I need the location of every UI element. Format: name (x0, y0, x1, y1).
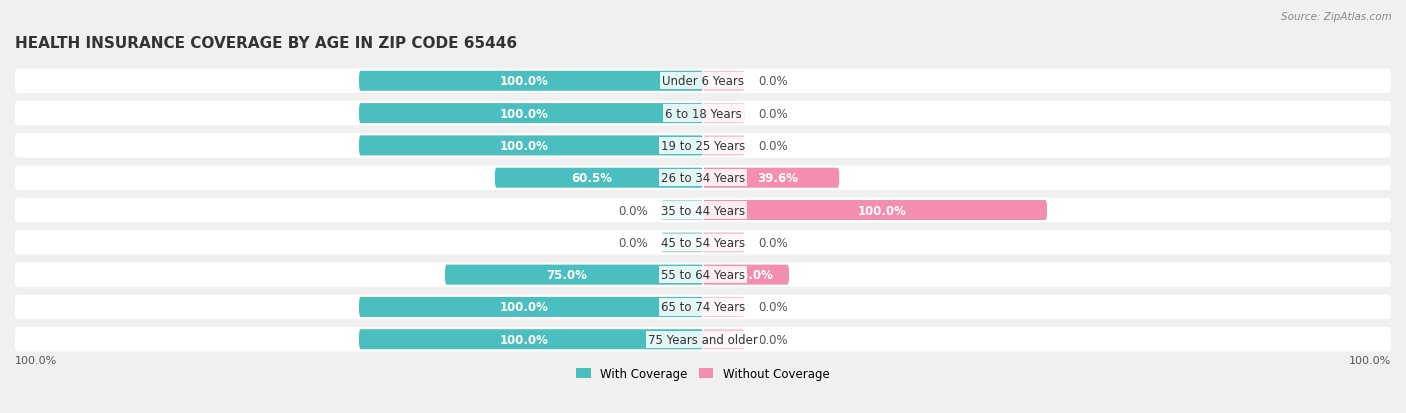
FancyBboxPatch shape (15, 102, 1391, 126)
FancyBboxPatch shape (703, 104, 744, 124)
Text: 0.0%: 0.0% (758, 75, 787, 88)
Text: 100.0%: 100.0% (499, 107, 548, 120)
Text: 45 to 54 Years: 45 to 54 Years (661, 236, 745, 249)
Text: 100.0%: 100.0% (499, 140, 548, 152)
FancyBboxPatch shape (495, 168, 703, 188)
Text: 100.0%: 100.0% (15, 355, 58, 366)
FancyBboxPatch shape (359, 330, 703, 349)
Text: 100.0%: 100.0% (499, 75, 548, 88)
FancyBboxPatch shape (359, 297, 703, 317)
Text: 75.0%: 75.0% (547, 268, 588, 281)
Text: 0.0%: 0.0% (758, 301, 787, 313)
Text: 0.0%: 0.0% (758, 333, 787, 346)
FancyBboxPatch shape (662, 200, 703, 221)
Text: 100.0%: 100.0% (858, 204, 907, 217)
FancyBboxPatch shape (15, 295, 1391, 319)
FancyBboxPatch shape (703, 297, 744, 317)
Text: 75 Years and older: 75 Years and older (648, 333, 758, 346)
FancyBboxPatch shape (703, 71, 744, 92)
FancyBboxPatch shape (703, 136, 744, 156)
Text: HEALTH INSURANCE COVERAGE BY AGE IN ZIP CODE 65446: HEALTH INSURANCE COVERAGE BY AGE IN ZIP … (15, 36, 517, 51)
Text: 26 to 34 Years: 26 to 34 Years (661, 172, 745, 185)
FancyBboxPatch shape (15, 327, 1391, 351)
Text: 0.0%: 0.0% (758, 107, 787, 120)
FancyBboxPatch shape (15, 69, 1391, 94)
FancyBboxPatch shape (359, 104, 703, 124)
Text: 100.0%: 100.0% (1348, 355, 1391, 366)
Legend: With Coverage, Without Coverage: With Coverage, Without Coverage (576, 367, 830, 380)
FancyBboxPatch shape (662, 233, 703, 253)
FancyBboxPatch shape (15, 134, 1391, 158)
Text: 65 to 74 Years: 65 to 74 Years (661, 301, 745, 313)
Text: 60.5%: 60.5% (572, 172, 613, 185)
FancyBboxPatch shape (703, 265, 789, 285)
Text: Under 6 Years: Under 6 Years (662, 75, 744, 88)
Text: 0.0%: 0.0% (619, 204, 648, 217)
FancyBboxPatch shape (359, 71, 703, 92)
FancyBboxPatch shape (15, 166, 1391, 190)
Text: 35 to 44 Years: 35 to 44 Years (661, 204, 745, 217)
Text: 25.0%: 25.0% (733, 268, 773, 281)
FancyBboxPatch shape (703, 200, 1047, 221)
Text: 55 to 64 Years: 55 to 64 Years (661, 268, 745, 281)
FancyBboxPatch shape (703, 233, 744, 253)
Text: 0.0%: 0.0% (619, 236, 648, 249)
Text: 0.0%: 0.0% (758, 140, 787, 152)
FancyBboxPatch shape (703, 330, 744, 349)
Text: 100.0%: 100.0% (499, 301, 548, 313)
FancyBboxPatch shape (446, 265, 703, 285)
FancyBboxPatch shape (703, 168, 839, 188)
FancyBboxPatch shape (359, 136, 703, 156)
FancyBboxPatch shape (15, 230, 1391, 255)
Text: 100.0%: 100.0% (499, 333, 548, 346)
Text: 39.6%: 39.6% (758, 172, 799, 185)
Text: 0.0%: 0.0% (758, 236, 787, 249)
Text: 19 to 25 Years: 19 to 25 Years (661, 140, 745, 152)
FancyBboxPatch shape (15, 198, 1391, 223)
FancyBboxPatch shape (15, 263, 1391, 287)
Text: 6 to 18 Years: 6 to 18 Years (665, 107, 741, 120)
Text: Source: ZipAtlas.com: Source: ZipAtlas.com (1281, 12, 1392, 22)
